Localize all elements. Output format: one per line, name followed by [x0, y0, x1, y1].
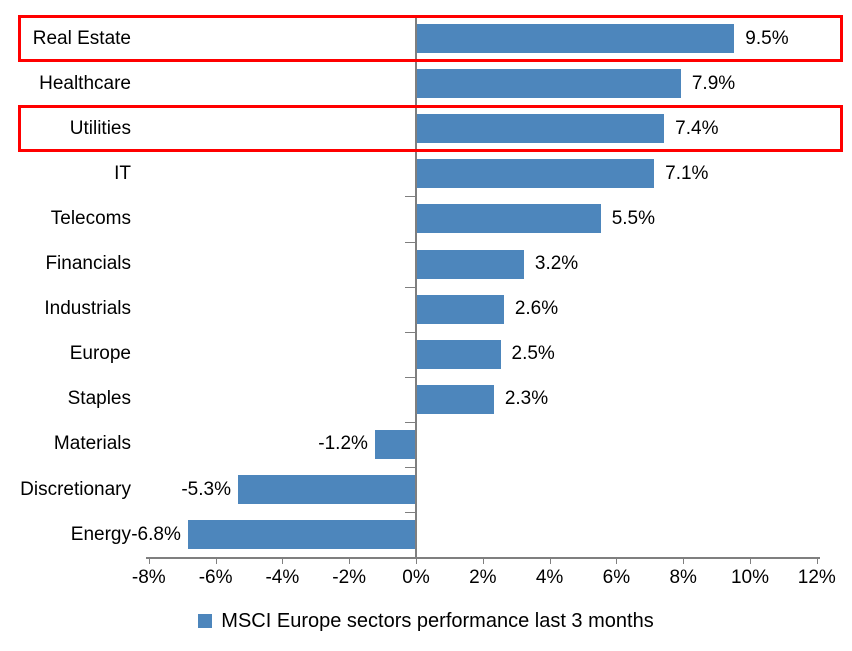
category-label: Materials: [53, 433, 131, 455]
category-label: Discretionary: [20, 478, 131, 500]
bar: [417, 69, 681, 99]
y-axis-tick: [405, 331, 415, 333]
value-label: -1.2%: [318, 433, 368, 455]
x-axis-tick: [750, 557, 751, 564]
x-tick-label: 2%: [469, 567, 497, 588]
x-tick-label: -2%: [332, 567, 367, 588]
x-tick-label: -8%: [131, 567, 166, 588]
bar: [417, 339, 501, 369]
y-axis-line: [415, 16, 417, 557]
category-label: Europe: [69, 343, 131, 365]
x-axis-tick: [349, 557, 351, 564]
x-axis-tick: [282, 557, 284, 564]
category-label: Industrials: [44, 298, 131, 320]
y-axis-tick: [405, 196, 415, 198]
bar: [237, 475, 415, 505]
value-label: 2.5%: [511, 343, 555, 365]
value-label: 9.5%: [745, 27, 789, 49]
value-label: 3.2%: [534, 253, 579, 275]
category-label: Utilities: [69, 117, 131, 139]
bar: [374, 429, 415, 459]
y-axis-tick: [405, 376, 415, 378]
bar: [417, 204, 601, 234]
x-axis-tick: [416, 557, 417, 564]
y-axis-tick: [405, 512, 415, 514]
highlight-box: [18, 104, 843, 153]
category-label: Telecoms: [50, 207, 131, 229]
bar: [187, 520, 415, 550]
y-axis-tick: [405, 286, 415, 288]
value-label: 2.3%: [504, 388, 549, 410]
x-axis-tick: [148, 557, 150, 564]
value-label: 2.6%: [514, 298, 559, 320]
x-axis-tick: [616, 557, 618, 564]
category-label: IT: [114, 162, 131, 184]
y-axis-tick: [405, 421, 415, 423]
x-tick-label: 8%: [669, 567, 697, 588]
bar: [417, 294, 504, 324]
legend-series-label: MSCI Europe sectors performance last 3 m…: [221, 610, 654, 632]
x-axis-tick: [215, 557, 217, 564]
x-axis-tick: [549, 557, 551, 564]
category-label: Real Estate: [32, 27, 131, 49]
x-tick-label: 0%: [402, 567, 430, 588]
y-axis-tick: [405, 241, 415, 243]
x-tick-label: -4%: [265, 567, 300, 588]
legend-series-swatch-icon: [198, 614, 213, 628]
bar: [417, 24, 735, 54]
category-label: Financials: [45, 253, 131, 275]
value-label: 7.1%: [665, 162, 709, 184]
category-label: Healthcare: [39, 72, 131, 94]
bar: [417, 249, 524, 279]
value-label: -5.3%: [181, 478, 231, 500]
category-label: Staples: [67, 388, 131, 410]
x-tick-label: -6%: [198, 567, 233, 588]
value-label: 7.4%: [675, 117, 719, 139]
x-tick-label: 12%: [797, 567, 836, 588]
bar: [417, 114, 665, 144]
legend: MSCI Europe sectors performance last 3 m…: [0, 608, 852, 634]
bar: [417, 159, 655, 189]
x-axis-tick: [683, 557, 685, 564]
x-tick-label: 10%: [730, 567, 770, 588]
value-label: 5.5%: [611, 207, 655, 229]
x-axis-tick: [816, 557, 818, 564]
value-label: 7.9%: [691, 72, 736, 94]
x-tick-label: 4%: [535, 567, 564, 588]
x-axis-tick: [482, 557, 484, 564]
y-axis-tick: [405, 467, 415, 468]
bar: [417, 384, 494, 414]
value-label: -6.8%: [131, 523, 181, 545]
category-label: Energy: [70, 523, 131, 545]
x-tick-label: 6%: [602, 567, 631, 588]
highlight-box: [18, 14, 843, 63]
